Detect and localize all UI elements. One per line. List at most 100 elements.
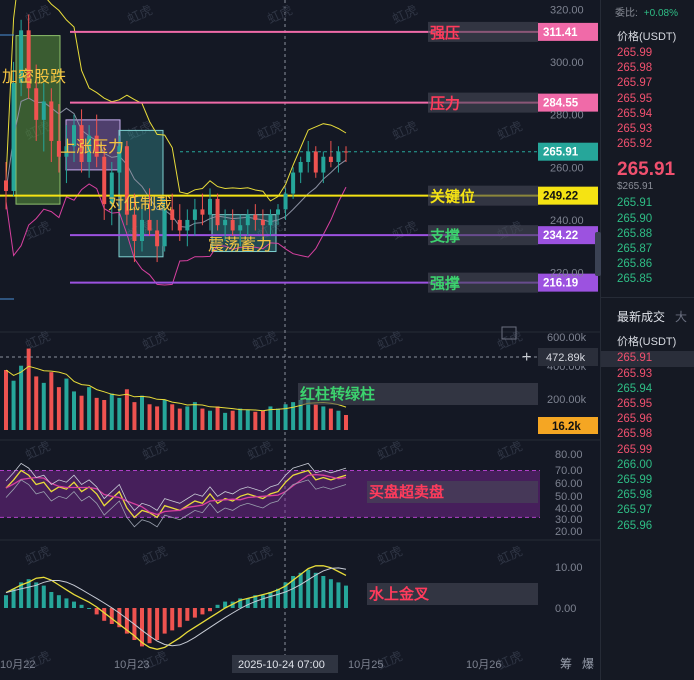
trade-price: 265.93 (617, 367, 653, 380)
candle-body (64, 146, 69, 157)
candle-body (162, 209, 167, 247)
level-label: 强撑 (430, 275, 460, 293)
volume-bar (162, 400, 167, 430)
trades-tab-more[interactable]: 大 (675, 310, 688, 325)
rsi-upper-line (5, 462, 347, 511)
volume-bar (79, 395, 84, 430)
level-label: 压力 (430, 95, 460, 113)
macd-bar (34, 582, 39, 608)
ask-price[interactable]: 265.93 (617, 122, 653, 135)
volume-bar (64, 378, 69, 430)
chart-background (0, 0, 600, 680)
volume-bar (253, 411, 258, 430)
band-lower (5, 183, 347, 286)
candle-body (56, 140, 61, 157)
chart-area[interactable]: 虹虎 虹虎 虹虎 虹虎 虹虎 虹虎 虹虎 虹虎 虹虎 虹虎 虹虎 虹虎 虹虎 虹虎 虹虎 虹虎 虹虎 虹虎 虹虎 虹虎… (0, 0, 600, 680)
macd-bar (328, 579, 333, 608)
annotation-bg (298, 383, 538, 405)
volume-bar (140, 395, 144, 430)
volume-marker-tag-bg (538, 348, 598, 366)
candle-body (313, 151, 318, 173)
zone-label: 上涨压力 (60, 137, 124, 156)
volume-bar (238, 408, 243, 430)
macd-bar (276, 588, 280, 608)
trade-price: 265.95 (617, 398, 653, 410)
level-label-bg (428, 225, 538, 246)
x-axis-tick: 10月26 (466, 659, 501, 671)
volume-bar (185, 406, 190, 430)
rsi-axis-tick: 60.00 (555, 478, 583, 490)
volume-bar (313, 404, 318, 430)
bid-price[interactable]: 265.85 (617, 273, 653, 286)
macd-bar (336, 582, 341, 608)
scrollbar-thumb[interactable] (595, 232, 601, 276)
candle-body (321, 156, 326, 173)
macd-bar (200, 608, 205, 615)
ask-price[interactable]: 265.92 (617, 138, 653, 151)
candle-body (306, 151, 311, 162)
candle-body (200, 209, 205, 215)
macd-bar (283, 582, 288, 608)
volume-bar (276, 408, 280, 430)
volume-bar (26, 348, 31, 430)
volume-axis-tick: 200.00k (547, 394, 587, 406)
annotation-label: 买盘超卖盘 (369, 483, 444, 501)
candle-body (344, 151, 348, 153)
candle-body (132, 214, 137, 241)
macd-bar (177, 608, 182, 628)
ask-price[interactable]: 265.97 (617, 77, 653, 90)
macd-bar (192, 608, 197, 618)
trades-title-label[interactable]: 最新成交 (617, 310, 666, 325)
trade-price: 265.94 (617, 382, 653, 395)
ask-price[interactable]: 265.94 (617, 107, 653, 120)
order-book-panel: 委比: +0.08% 价格(USDT) 265.99 265.98 265.97 26… (600, 0, 694, 680)
macd-bar (298, 572, 303, 608)
candle-body (192, 209, 197, 220)
rsi-axis-tick: 40.00 (555, 503, 583, 515)
bid-price[interactable]: 265.86 (617, 258, 653, 271)
volume-bar (177, 408, 182, 430)
candle-body (102, 156, 107, 205)
order-ratio-value: +0.08% (643, 8, 678, 19)
candle-body (19, 30, 24, 83)
volume-bar (298, 400, 303, 430)
volume-bar (200, 408, 205, 430)
zone-label: 对低制裁 (108, 194, 172, 213)
macd-bar (238, 598, 243, 608)
candle-body (238, 225, 243, 231)
ask-price[interactable]: 265.98 (617, 62, 653, 75)
candle-body (26, 30, 31, 89)
trade-price: 266.00 (617, 458, 653, 471)
volume-bar (19, 365, 24, 430)
band-upper (5, 0, 347, 202)
volume-bar (109, 393, 114, 430)
rsi-axis-tick: 30.00 (555, 514, 583, 526)
candle-body (49, 101, 54, 141)
price-axis-tick: 320.00 (550, 4, 584, 16)
corner-label: 筹 (560, 657, 572, 671)
bid-price[interactable]: 265.87 (617, 242, 653, 255)
candle-body (283, 193, 288, 210)
trades-title[interactable]: 最新成交大 (601, 297, 694, 333)
bid-price[interactable]: 265.88 (617, 227, 653, 240)
candle-body (109, 172, 114, 205)
zone-label: 加密股跌 (2, 67, 66, 86)
order-book-header: 价格(USDT) (617, 31, 677, 43)
level-label: 支撑 (429, 227, 460, 245)
candle-body (79, 125, 84, 162)
rsi-line (5, 469, 347, 519)
volume-bar (328, 408, 333, 430)
candle-body (140, 219, 144, 241)
x-axis-tick: 10月25 (348, 659, 383, 671)
price-tag: 311.41 (543, 27, 578, 39)
macd-bar (102, 608, 107, 621)
bid-price[interactable]: 265.91 (617, 197, 653, 210)
candle-body (298, 162, 303, 173)
bid-price[interactable]: 265.90 (617, 212, 653, 225)
ask-price[interactable]: 265.99 (617, 47, 653, 59)
candle-body (34, 88, 39, 120)
price-axis-tick: 280.00 (550, 110, 584, 122)
ask-price[interactable]: 265.95 (617, 92, 653, 105)
volume-bar (230, 410, 235, 430)
